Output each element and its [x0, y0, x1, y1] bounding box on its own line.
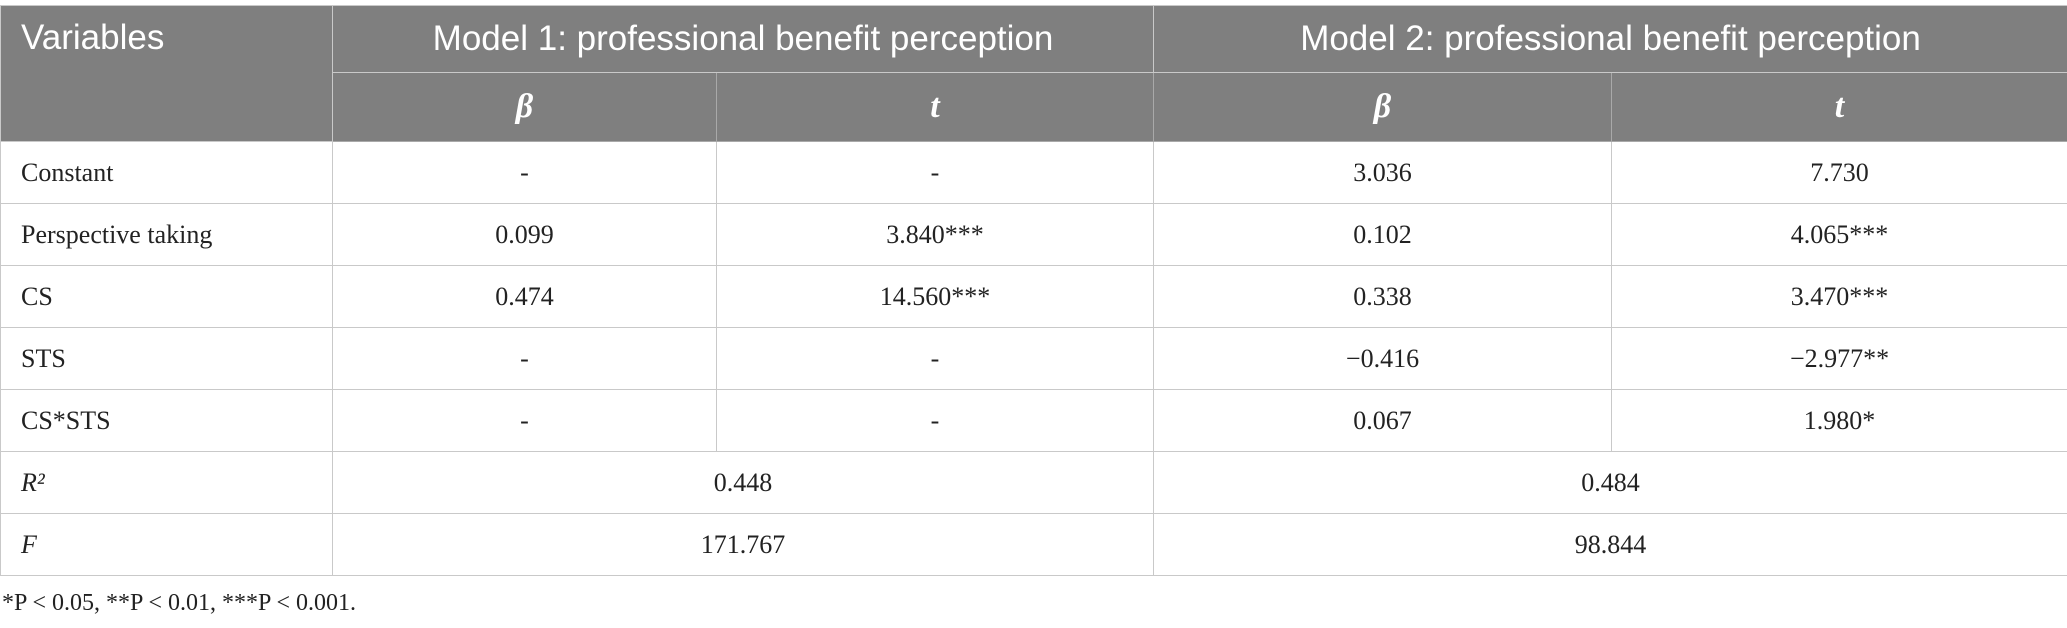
table-cell: −0.416 — [1153, 327, 1613, 390]
row-label: STS — [0, 327, 333, 390]
table-cell: 0.102 — [1153, 203, 1613, 266]
subheader-cell: β — [332, 72, 717, 142]
table-cell: 0.484 — [1153, 451, 2067, 514]
subheader-cell: β — [1153, 72, 1613, 142]
table-cell: 3.036 — [1153, 141, 1613, 204]
header-cell: Model 2: professional benefit perception — [1153, 5, 2067, 73]
table-container: Variables Model 1: professional benefit … — [0, 5, 2067, 576]
regression-table: Variables Model 1: professional benefit … — [0, 5, 2067, 576]
table-cell: 3.470*** — [1611, 265, 2067, 328]
table-row: STS - - −0.416 −2.977** — [0, 327, 2067, 390]
table-cell: - — [715, 141, 1155, 204]
table-cell: - — [332, 141, 717, 204]
header-row: Variables Model 1: professional benefit … — [0, 5, 2067, 142]
table-cell: 7.730 — [1611, 141, 2067, 204]
table-row: CS*STS - -0.067 1.980* — [0, 389, 2067, 452]
row-label: Constant — [0, 141, 333, 204]
table-cell: 171.767 — [331, 513, 1155, 576]
table-cell: 0.448 — [331, 451, 1155, 514]
header-cell: Variables — [0, 5, 333, 142]
subheader-row: β t β t — [1, 72, 2067, 142]
table-cell: - — [332, 389, 717, 452]
table-cell: - — [715, 327, 1155, 390]
row-label: CS — [0, 265, 333, 328]
table-cell: 1.980* — [1611, 389, 2067, 452]
table-cell: - — [715, 389, 1155, 452]
subheader-cell: t — [1611, 72, 2067, 142]
table-cell: 14.560*** — [715, 265, 1155, 328]
row-label: Perspective taking — [0, 203, 333, 266]
table-row: Constant - -3.036 7.730 — [0, 141, 2067, 204]
table-cell: 0.338 — [1153, 265, 1613, 328]
table-cell: 0.067 — [1153, 389, 1613, 452]
row-label: R² — [0, 451, 333, 514]
table-cell: 98.844 — [1153, 513, 2067, 576]
table-cell: −2.977** — [1611, 327, 2067, 390]
footnote: *P < 0.05, **P < 0.01, ***P < 0.001. — [2, 590, 356, 616]
table-row: Perspective taking 0.099 3.840*** 0.102 4.06… — [0, 203, 2067, 266]
table-cell: - — [332, 327, 717, 390]
table-row: R² 0.448 0.484 — [0, 451, 2067, 514]
table-cell: 4.065*** — [1611, 203, 2067, 266]
table-row: CS 0.474 14.560*** 0.338 3.470*** — [0, 265, 2067, 328]
table-row: F 171.767 98.844 — [0, 513, 2067, 576]
table-cell: 0.099 — [332, 203, 717, 266]
row-label: F — [0, 513, 333, 576]
subheader-cell: t — [715, 72, 1155, 142]
header-cell: Model 1: professional benefit perception — [331, 5, 1155, 73]
row-label: CS*STS — [0, 389, 333, 452]
table-cell: 0.474 — [332, 265, 717, 328]
table-body: Constant - -3.036 7.730 Perspective taking 0.… — [0, 141, 2067, 576]
table-cell: 3.840*** — [715, 203, 1155, 266]
